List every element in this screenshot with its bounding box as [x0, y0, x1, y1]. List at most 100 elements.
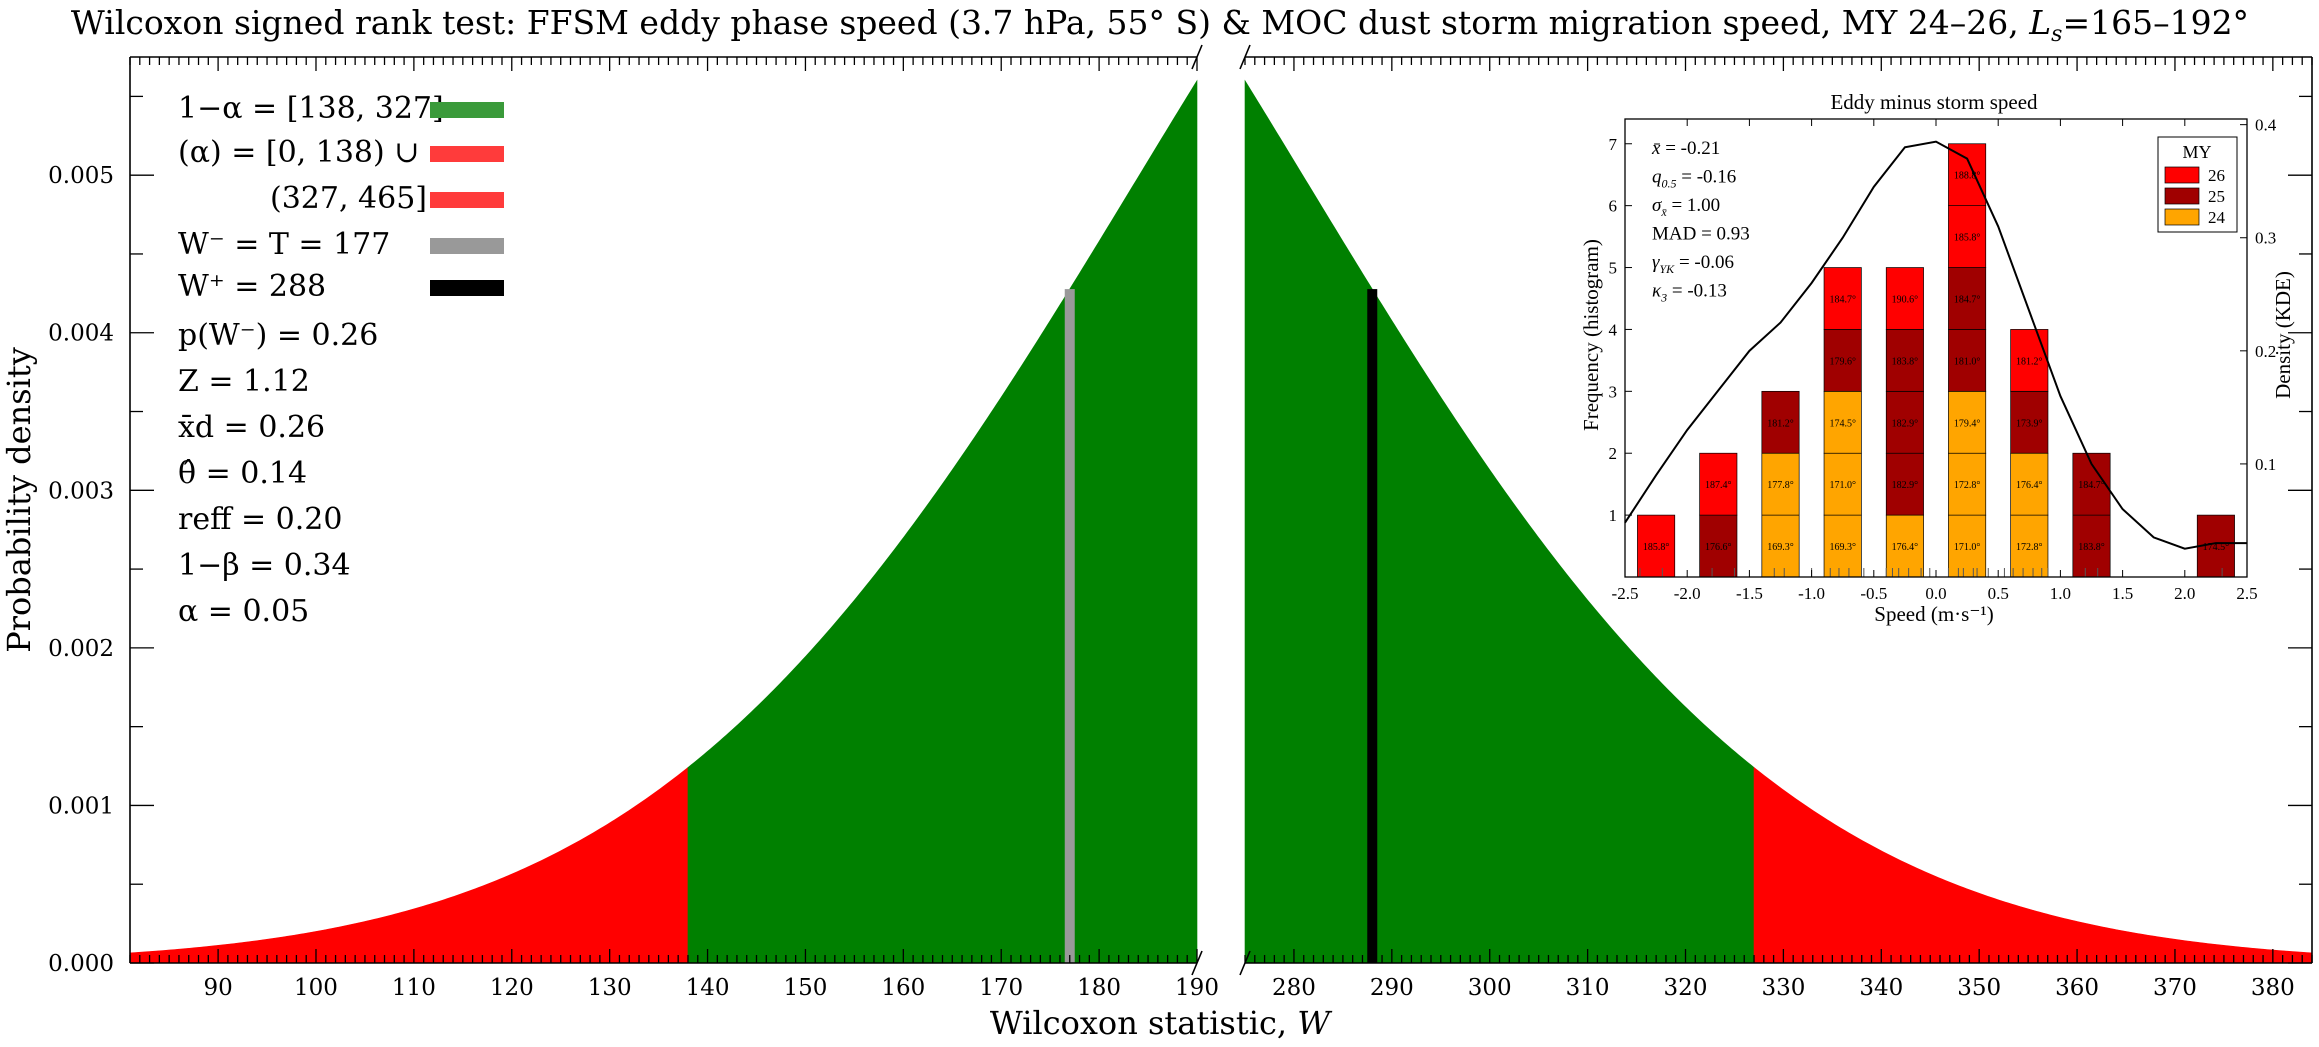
inset-legend-title: MY — [2182, 142, 2211, 162]
cell-label: 179.4° — [1954, 418, 1981, 429]
cell-label: 185.8° — [1643, 542, 1670, 553]
legend-swatch — [430, 102, 504, 118]
legend-label: W⁺ = 288 — [178, 269, 326, 304]
inset-x-tick-label: -1.5 — [1736, 584, 1763, 603]
histogram-cell — [1761, 390, 1800, 454]
inset-y2-tick-label: 0.3 — [2255, 229, 2276, 248]
inset-y-tick-label: 4 — [1609, 320, 1618, 339]
histogram-cell — [1823, 329, 1862, 392]
w-minus-line — [1064, 289, 1075, 963]
cell-label: 184.7° — [1954, 294, 1981, 305]
histogram-cell — [1948, 452, 1987, 516]
inset-x-tick-label: 2.0 — [2174, 584, 2195, 603]
inset-x-tick-label: -2.0 — [1674, 584, 1701, 603]
inset-y-tick-label: 3 — [1609, 382, 1618, 401]
stat-value: = -0.06 — [1674, 252, 1734, 273]
histogram-cell — [1948, 514, 1987, 578]
stat-line: θ̂ = 0.14 — [178, 456, 307, 491]
stat-symbol: MAD — [1652, 224, 1696, 245]
x-tick-label: 190 — [1175, 975, 1219, 1001]
kde-line — [1624, 140, 2247, 550]
stat-line: p(W⁻) = 0.26 — [178, 318, 378, 353]
stat-value: = -0.13 — [1667, 281, 1727, 302]
inset-x-tick-label: -0.5 — [1860, 584, 1887, 603]
histogram-cell — [1948, 143, 1987, 206]
histogram-cell — [2010, 514, 2049, 578]
w-plus-line — [1367, 289, 1378, 963]
x-tick-label: 340 — [1859, 975, 1903, 1001]
x-tick-label: 100 — [294, 975, 338, 1001]
x-tick-label: 160 — [881, 975, 925, 1001]
cell-label: 171.0° — [1954, 542, 1981, 553]
cell-label: 188.8° — [1954, 171, 1981, 182]
histogram-cell — [1948, 390, 1987, 454]
inset-x-tick-label: 0.0 — [1925, 584, 1946, 603]
cell-label: 172.8° — [2016, 542, 2043, 553]
main-ticks: 90 100 110 120 130 140 150 160 170 180 190 280 290 30… — [48, 57, 2313, 1001]
inset-legend-swatch — [2164, 208, 2200, 226]
inset-x-tick-label: -2.5 — [1612, 584, 1639, 603]
cell-label: 176.4° — [2016, 480, 2043, 491]
cell-label: 176.6° — [1705, 542, 1732, 553]
stat-line: Z = 1.12 — [178, 364, 310, 399]
y-tick-label: 0.004 — [48, 321, 114, 347]
x-tick-label: 110 — [392, 975, 436, 1001]
main-stats: p(W⁻) = 0.26 Z = 1.12 x̄d = 0.26 θ̂ = 0.14 r… — [178, 318, 378, 629]
inset-legend-swatch — [2164, 187, 2200, 205]
stat-symbol: γ — [1652, 252, 1660, 273]
chart-title: Wilcoxon signed rank test: FFSM eddy pha… — [71, 3, 2249, 47]
histogram-cell — [1948, 205, 1987, 268]
cell-label: 169.3° — [1829, 542, 1856, 553]
cell-label: 176.4° — [1892, 542, 1919, 553]
cell-label: 184.7° — [2078, 480, 2105, 491]
cell-label: 174.5° — [2203, 542, 2230, 553]
inset-title: Eddy minus storm speed — [1830, 90, 2038, 114]
cell-label: 190.6° — [1892, 294, 1919, 305]
histogram-cell — [1699, 514, 1738, 578]
stat-symbol: σ — [1652, 195, 1662, 216]
inset-y-tick-label: 6 — [1609, 197, 1618, 216]
histogram-cell — [1761, 452, 1800, 516]
stat-symbol: x̄ — [1651, 138, 1661, 159]
inset-y-tick-label: 2 — [1609, 444, 1618, 463]
stat-line: x̄d = 0.26 — [178, 410, 325, 445]
main-axes — [129, 44, 2313, 976]
histogram-cell — [1699, 452, 1738, 516]
histogram-cell — [1885, 390, 1924, 454]
x-tick-label: 290 — [1370, 975, 1414, 1001]
inset-stat-line: σx̄ = 1.00 — [1652, 195, 1720, 219]
x-tick-label: 350 — [1957, 975, 2001, 1001]
inset-x-tick-label: 0.5 — [1988, 584, 2009, 603]
legend-label: 1−α = [138, 327] — [178, 91, 444, 126]
histogram-cell — [2010, 329, 2049, 392]
legend-label: (α) = [0, 138) ∪ — [178, 135, 419, 170]
x-tick-label: 280 — [1272, 975, 1316, 1001]
inset-stat-line: q0.5 = -0.16 — [1652, 167, 1736, 191]
x-tick-label: 120 — [490, 975, 534, 1001]
cell-label: 187.4° — [1705, 480, 1732, 491]
inset-y-axis-label: Frequency (histogram) — [1579, 239, 1603, 431]
x-tick-label: 360 — [2055, 975, 2099, 1001]
histogram-cell — [1885, 267, 1924, 330]
inset-y-tick-label: 5 — [1609, 259, 1618, 278]
stat-value: = 0.93 — [1696, 224, 1749, 245]
inset-x-tick-label: 2.5 — [2236, 584, 2257, 603]
cell-label: 173.9° — [2016, 418, 2043, 429]
inset-legend-label: 24 — [2208, 208, 2226, 227]
inset-x-tick-label: 1.5 — [2112, 584, 2133, 603]
inset-x-tick-label: -1.0 — [1798, 584, 1825, 603]
stat-line: 1−β = 0.34 — [178, 548, 351, 583]
legend-label: (327, 465] — [270, 181, 427, 216]
statistic-markers — [1064, 289, 1378, 963]
cell-label: 183.8° — [2078, 542, 2105, 553]
histogram-cell — [1885, 452, 1924, 516]
inset-legend-label: 25 — [2208, 187, 2225, 206]
stat-line: reff = 0.20 — [178, 502, 342, 537]
inset-y2-tick-label: 0.1 — [2255, 455, 2276, 474]
inset-kde — [1624, 140, 2247, 550]
histogram-cell — [1761, 514, 1800, 578]
cell-label: 174.5° — [1829, 418, 1856, 429]
x-tick-label: 330 — [1761, 975, 1805, 1001]
